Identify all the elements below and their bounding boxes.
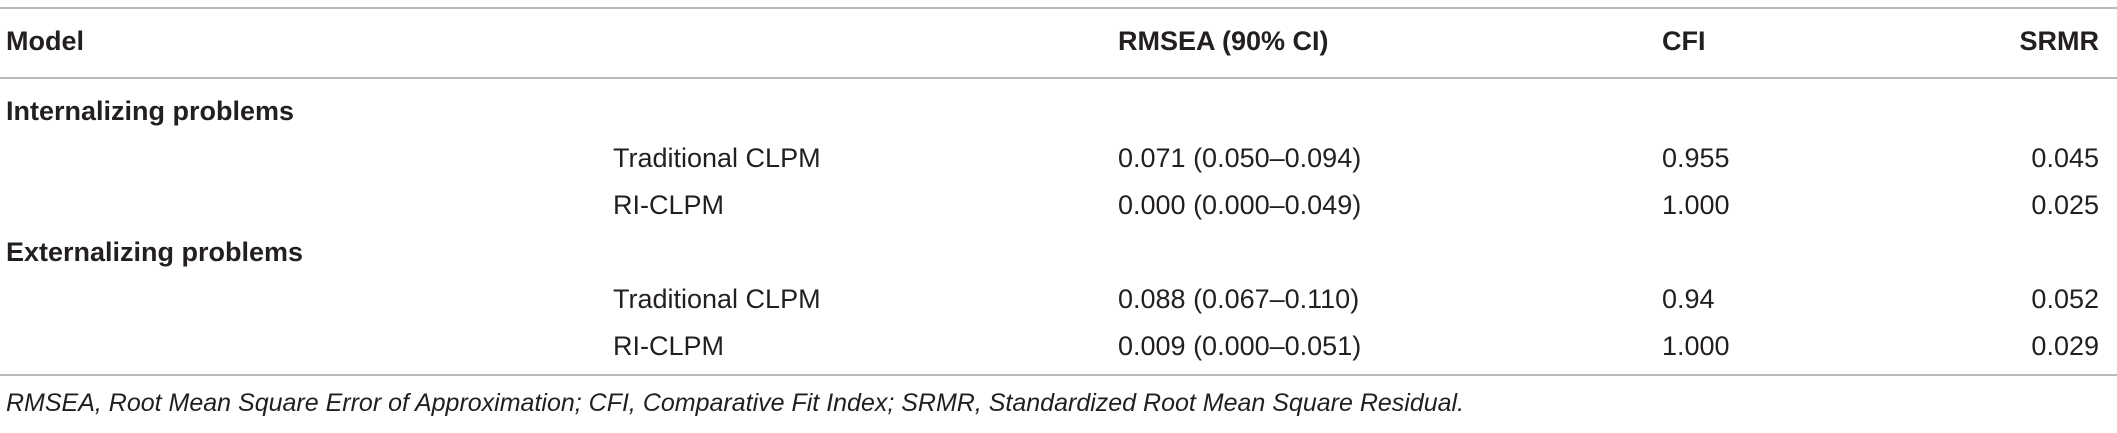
group-label: Externalizing problems xyxy=(6,237,304,267)
header-srmr: SRMR xyxy=(2019,26,2100,56)
row-rmsea: 0.071 (0.050–0.094) xyxy=(1118,143,1362,173)
table-top-rule xyxy=(0,7,2117,9)
header-cfi: CFI xyxy=(1662,26,1706,56)
header-model: Model xyxy=(6,26,84,56)
row-srmr: 0.025 xyxy=(2031,190,2099,220)
table-row: Traditional CLPM 0.071 (0.050–0.094) 0.9… xyxy=(0,135,2117,182)
table-header-row: Model RMSEA (90% CI) CFI SRMR xyxy=(0,18,2117,65)
table-header-rule xyxy=(0,77,2117,79)
row-srmr: 0.045 xyxy=(2031,143,2099,173)
table-bottom-rule xyxy=(0,374,2117,376)
group-row-internalizing: Internalizing problems xyxy=(0,88,2117,135)
row-rmsea: 0.009 (0.000–0.051) xyxy=(1118,331,1362,361)
group-row-externalizing: Externalizing problems xyxy=(0,229,2117,276)
row-srmr: 0.029 xyxy=(2031,331,2099,361)
row-rmsea: 0.000 (0.000–0.049) xyxy=(1118,190,1362,220)
table-footnote: RMSEA, Root Mean Square Error of Approxi… xyxy=(6,389,1465,417)
table-row: RI-CLPM 0.000 (0.000–0.049) 1.000 0.025 xyxy=(0,182,2117,229)
header-rmsea: RMSEA (90% CI) xyxy=(1118,26,1329,56)
row-cfi: 0.94 xyxy=(1662,284,1715,314)
row-cfi: 0.955 xyxy=(1662,143,1730,173)
row-model: Traditional CLPM xyxy=(613,284,821,314)
row-model: RI-CLPM xyxy=(613,331,725,361)
group-label: Internalizing problems xyxy=(6,96,295,126)
row-cfi: 1.000 xyxy=(1662,331,1730,361)
row-rmsea: 0.088 (0.067–0.110) xyxy=(1118,284,1360,314)
table-row: Traditional CLPM 0.088 (0.067–0.110) 0.9… xyxy=(0,276,2117,323)
table-row: RI-CLPM 0.009 (0.000–0.051) 1.000 0.029 xyxy=(0,323,2117,370)
row-cfi: 1.000 xyxy=(1662,190,1730,220)
row-model: RI-CLPM xyxy=(613,190,725,220)
row-srmr: 0.052 xyxy=(2031,284,2099,314)
row-model: Traditional CLPM xyxy=(613,143,821,173)
